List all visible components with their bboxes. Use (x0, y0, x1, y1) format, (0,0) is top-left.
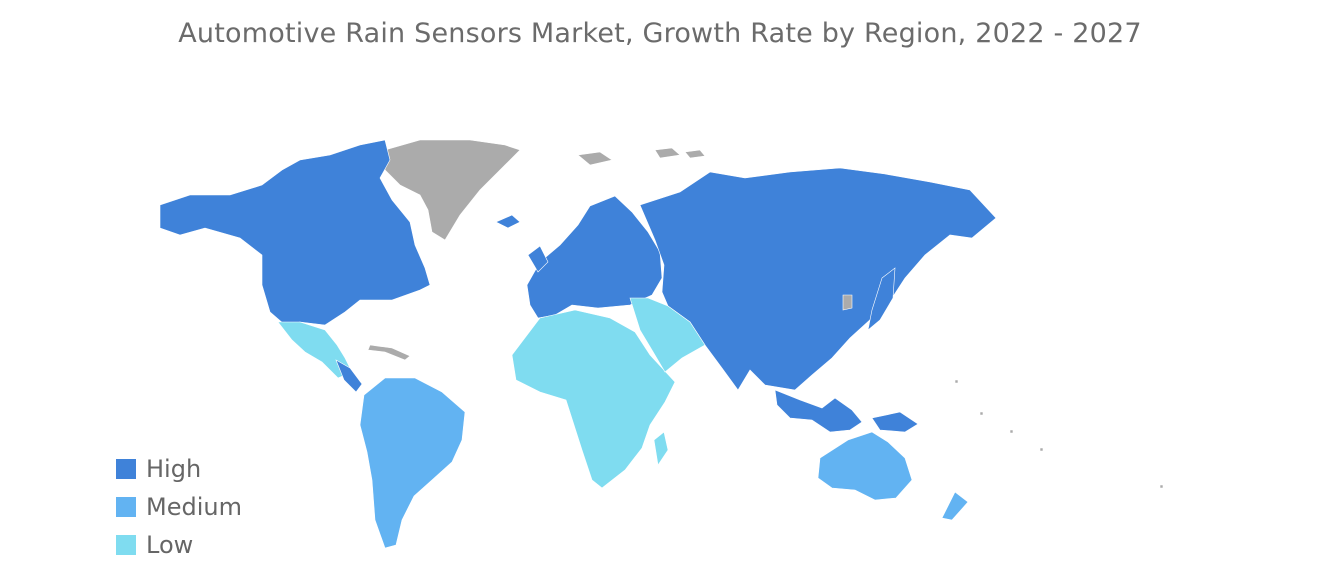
legend: High Medium Low (116, 450, 242, 564)
legend-label-high: High (146, 455, 202, 483)
region-australia (817, 431, 913, 501)
chart-title: Automotive Rain Sensors Market, Growth R… (178, 18, 1142, 49)
legend-label-low: Low (146, 531, 194, 559)
region-south-america (359, 377, 466, 549)
region-africa (511, 309, 676, 489)
legend-swatch-high (116, 459, 136, 479)
region-middle-east (629, 297, 706, 373)
legend-label-medium: Medium (146, 493, 242, 521)
region-greenland (384, 139, 521, 241)
region-asia (639, 167, 997, 391)
region-new-zealand (941, 491, 969, 521)
region-caribbean (367, 344, 411, 361)
region-madagascar (653, 431, 669, 466)
region-central-america-south (335, 359, 363, 393)
region-north-america (159, 139, 431, 326)
region-korea (842, 294, 853, 311)
legend-item-low: Low (116, 526, 242, 564)
region-europe (526, 195, 663, 319)
region-southeast-asia (774, 389, 863, 433)
region-japan (867, 267, 896, 331)
region-new-guinea (871, 411, 919, 433)
legend-swatch-low (116, 535, 136, 555)
region-pacific-islands (954, 379, 1164, 489)
legend-item-high: High (116, 450, 242, 488)
region-iceland (495, 214, 521, 229)
region-arctic-islands (577, 147, 706, 166)
region-uk (527, 245, 549, 273)
legend-swatch-medium (116, 497, 136, 517)
legend-item-medium: Medium (116, 488, 242, 526)
